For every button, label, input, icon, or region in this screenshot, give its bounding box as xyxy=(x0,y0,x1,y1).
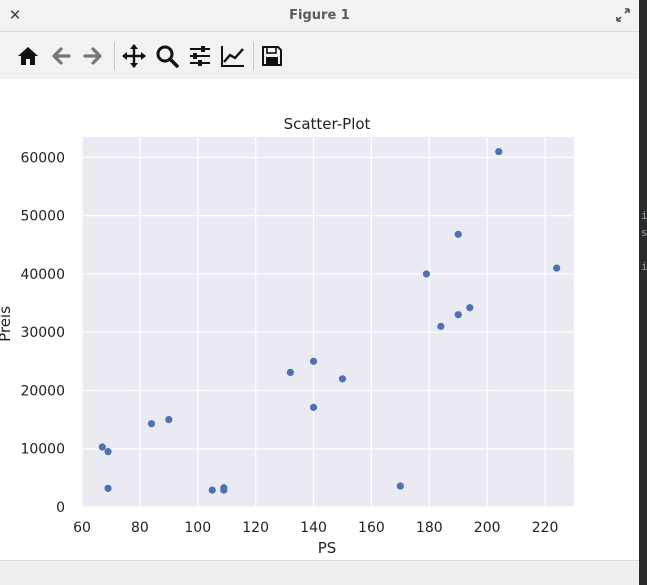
chart-title: Scatter-Plot xyxy=(284,115,371,133)
y-tick-label: 30000 xyxy=(20,325,65,341)
x-axis: 60 80 100 120 140 160 180 200 220 xyxy=(73,520,558,536)
y-axis: 0 10000 20000 30000 40000 50000 60000 xyxy=(20,150,65,516)
data-point xyxy=(437,322,445,330)
data-point xyxy=(454,230,462,238)
data-point xyxy=(338,375,347,383)
edit-axis-icon[interactable] xyxy=(218,41,248,71)
data-point xyxy=(165,415,173,424)
data-point xyxy=(466,304,474,312)
data-point xyxy=(286,368,294,377)
data-point xyxy=(553,264,561,272)
status-bar xyxy=(0,560,639,585)
pan-icon[interactable] xyxy=(119,41,149,71)
x-tick-label: 60 xyxy=(73,520,91,536)
y-tick-label: 10000 xyxy=(20,442,65,458)
data-point xyxy=(396,482,404,490)
forward-arrow-icon[interactable] xyxy=(78,41,108,71)
x-tick-label: 220 xyxy=(532,520,559,536)
data-point xyxy=(98,443,106,451)
data-point xyxy=(454,311,462,319)
background-text: se xyxy=(641,226,647,239)
zoom-icon[interactable] xyxy=(152,41,182,71)
save-icon[interactable] xyxy=(257,41,287,71)
data-point xyxy=(147,420,156,428)
back-arrow-icon[interactable] xyxy=(46,41,76,71)
x-tick-label: 200 xyxy=(474,520,501,536)
x-tick-label: 120 xyxy=(242,520,269,536)
y-tick-label: 0 xyxy=(56,500,65,516)
scatter-chart: 60 80 100 120 140 160 180 200 220 0 10000 20000 300… xyxy=(0,115,574,557)
toolbar-separator xyxy=(114,42,115,70)
data-points xyxy=(98,147,561,494)
title-bar: ✕ Figure 1 xyxy=(0,0,639,32)
data-point xyxy=(220,486,228,494)
close-icon[interactable]: ✕ xyxy=(8,6,22,24)
x-tick-label: 160 xyxy=(358,520,385,536)
data-point xyxy=(104,448,112,456)
y-axis-label: Preis xyxy=(0,306,14,342)
toolbar xyxy=(0,32,639,79)
grid-lines xyxy=(81,137,574,508)
data-point xyxy=(208,486,216,494)
x-tick-label: 100 xyxy=(184,520,211,536)
window-title: Figure 1 xyxy=(289,8,350,23)
y-tick-label: 50000 xyxy=(20,209,65,225)
x-tick-label: 180 xyxy=(416,520,443,536)
maximize-icon[interactable] xyxy=(615,7,631,23)
data-point xyxy=(309,357,318,365)
background-text: ir xyxy=(641,260,647,273)
x-tick-label: 140 xyxy=(300,520,327,536)
data-point xyxy=(422,270,430,278)
configure-subplots-icon[interactable] xyxy=(185,41,215,71)
plot-area xyxy=(82,137,574,507)
toolbar-separator xyxy=(253,42,254,70)
x-tick-label: 80 xyxy=(131,520,149,536)
y-tick-label: 20000 xyxy=(20,383,65,399)
data-point xyxy=(309,403,318,411)
figure-canvas: 60 80 100 120 140 160 180 200 220 0 10000 20000 300… xyxy=(0,79,639,560)
data-point xyxy=(104,484,112,492)
y-tick-label: 40000 xyxy=(20,267,65,283)
data-point xyxy=(495,147,503,156)
home-icon[interactable] xyxy=(13,41,43,71)
x-axis-label: PS xyxy=(318,539,337,557)
background-text: i xyxy=(641,209,647,222)
y-tick-label: 60000 xyxy=(20,150,65,166)
